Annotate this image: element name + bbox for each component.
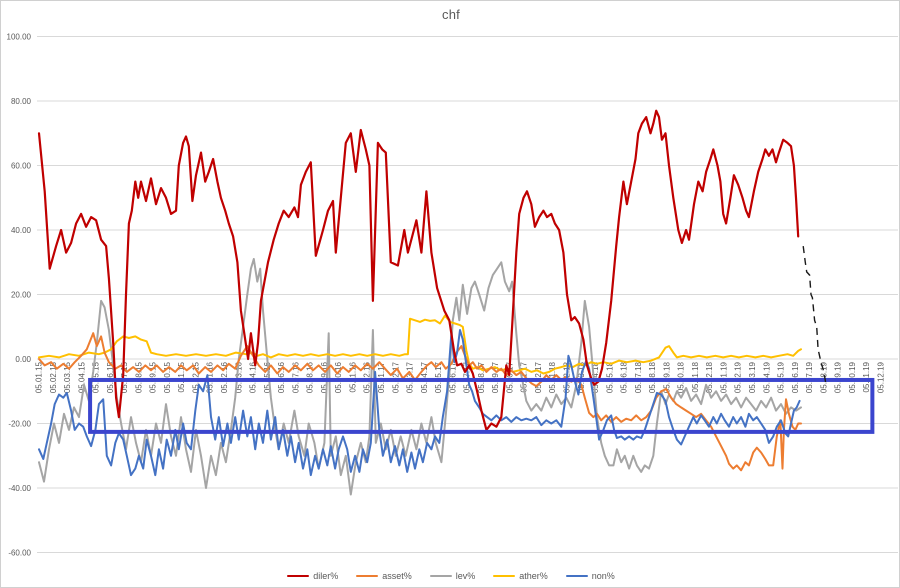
legend-item-lev: lev% xyxy=(429,571,476,581)
x-tick-label: 05.08.17 xyxy=(477,361,486,393)
y-tick-label: 60.00 xyxy=(11,162,32,171)
y-tick-label: 80.00 xyxy=(11,97,32,106)
x-tick-label: 05.02.17 xyxy=(391,361,400,393)
x-tick-label: 05.03.17 xyxy=(406,361,415,393)
legend-swatch-icon xyxy=(356,574,379,578)
x-tick-label: 05.09.15 xyxy=(149,361,158,393)
x-tick-label: 05.12.17 xyxy=(534,361,543,393)
x-tick-label: 05.05.18 xyxy=(605,361,614,393)
x-tick-label: 05.08.16 xyxy=(306,361,315,393)
x-tick-label: 05.02.15 xyxy=(49,361,58,393)
legend-label: asset% xyxy=(382,571,412,581)
x-axis-labels: 05.01.15 05.02.15 05.03.15 05.04.15 05.05.15… xyxy=(35,361,886,393)
x-tick-label: 05.05.19 xyxy=(777,361,786,393)
legend-swatch-icon xyxy=(429,574,452,578)
chart-title: chf xyxy=(442,7,460,22)
x-tick-label: 05.04.15 xyxy=(77,361,86,393)
x-tick-label: 05.07.19 xyxy=(805,361,814,393)
y-tick-label: -60.00 xyxy=(8,549,31,558)
x-tick-label: 05.06.17 xyxy=(448,361,457,393)
y-tick-label: -20.00 xyxy=(8,420,31,429)
projection-dashed-annotation xyxy=(802,246,827,385)
x-tick-label: 05.03.16 xyxy=(234,361,243,393)
x-tick-label: 05.05.16 xyxy=(263,361,272,393)
chart-legend: diler% asset% lev% ather% non% xyxy=(1,571,899,581)
x-tick-label: 05.12.15 xyxy=(191,361,200,393)
x-tick-label: 05.05.17 xyxy=(434,361,443,393)
x-tick-label: 05.07.15 xyxy=(120,361,129,393)
x-tick-label: 05.03.15 xyxy=(63,361,72,393)
x-tick-label: 05.01.16 xyxy=(206,361,215,393)
x-tick-label: 05.09.16 xyxy=(320,361,329,393)
legend-label: lev% xyxy=(455,571,476,581)
x-tick-label: 05.01.19 xyxy=(719,361,728,393)
x-tick-label: 05.06.19 xyxy=(791,361,800,393)
x-tick-label: 05.03.19 xyxy=(748,361,757,393)
x-tick-label: 05.10.15 xyxy=(163,361,172,393)
legend-swatch-icon xyxy=(493,574,516,578)
x-tick-label: 05.04.16 xyxy=(249,361,258,393)
x-tick-label: 05.11.16 xyxy=(348,361,357,392)
series-line-diler xyxy=(37,109,800,431)
y-axis-labels: 100.00 80.00 60.00 40.00 20.00 0.00 -20.00 -40.… xyxy=(7,33,32,558)
y-tick-label: 100.00 xyxy=(7,33,32,42)
x-tick-label: 05.06.15 xyxy=(106,361,115,393)
gridlines xyxy=(37,36,898,553)
x-tick-label: 05.09.19 xyxy=(834,361,843,393)
x-tick-label: 05.07.18 xyxy=(634,361,643,393)
x-tick-label: 05.08.15 xyxy=(134,361,143,393)
x-tick-label: 05.11.18 xyxy=(691,361,700,392)
x-tick-label: 05.12.18 xyxy=(705,361,714,393)
x-tick-label: 05.07.17 xyxy=(463,361,472,393)
x-tick-label: 05.12.16 xyxy=(363,361,372,393)
x-tick-label: 05.01.15 xyxy=(35,361,44,393)
x-tick-label: 05.11.19 xyxy=(862,361,871,392)
legend-label: ather% xyxy=(519,571,548,581)
x-tick-label: 05.10.16 xyxy=(334,361,343,393)
y-tick-label: -40.00 xyxy=(8,484,31,493)
legend-label: diler% xyxy=(313,571,339,581)
x-tick-label: 05.08.19 xyxy=(819,361,828,393)
x-tick-label: 05.02.19 xyxy=(734,361,743,393)
x-tick-label: 05.10.17 xyxy=(505,361,514,393)
legend-item-diler: diler% xyxy=(287,571,338,581)
x-tick-label: 05.04.17 xyxy=(420,361,429,393)
x-tick-label: 05.10.19 xyxy=(848,361,857,393)
x-tick-label: 05.01.17 xyxy=(377,361,386,393)
x-tick-label: 05.12.19 xyxy=(876,361,885,393)
x-tick-label: 05.08.18 xyxy=(648,361,657,393)
x-tick-label: 05.10.18 xyxy=(677,361,686,393)
legend-item-non: non% xyxy=(565,571,615,581)
y-tick-label: 0.00 xyxy=(15,355,31,364)
x-tick-label: 05.07.16 xyxy=(291,361,300,393)
x-tick-label: 05.06.16 xyxy=(277,361,286,393)
legend-item-ather: ather% xyxy=(493,571,548,581)
legend-swatch-icon xyxy=(287,574,310,578)
x-tick-label: 05.09.18 xyxy=(662,361,671,393)
legend-swatch-icon xyxy=(565,574,588,578)
x-tick-label: 05.09.17 xyxy=(491,361,500,393)
x-tick-label: 05.11.15 xyxy=(177,361,186,392)
series-line-non xyxy=(38,329,801,477)
highlight-rectangle-annotation xyxy=(88,377,875,434)
legend-item-asset: asset% xyxy=(356,571,412,581)
y-tick-label: 20.00 xyxy=(11,291,32,300)
x-tick-label: 05.05.15 xyxy=(92,361,101,393)
x-tick-label: 05.04.19 xyxy=(762,361,771,393)
x-tick-label: 05.04.18 xyxy=(591,361,600,393)
legend-label: non% xyxy=(591,571,615,581)
x-tick-label: 05.06.18 xyxy=(620,361,629,393)
y-tick-label: 40.00 xyxy=(11,226,32,235)
x-tick-label: 05.02.16 xyxy=(220,361,229,393)
